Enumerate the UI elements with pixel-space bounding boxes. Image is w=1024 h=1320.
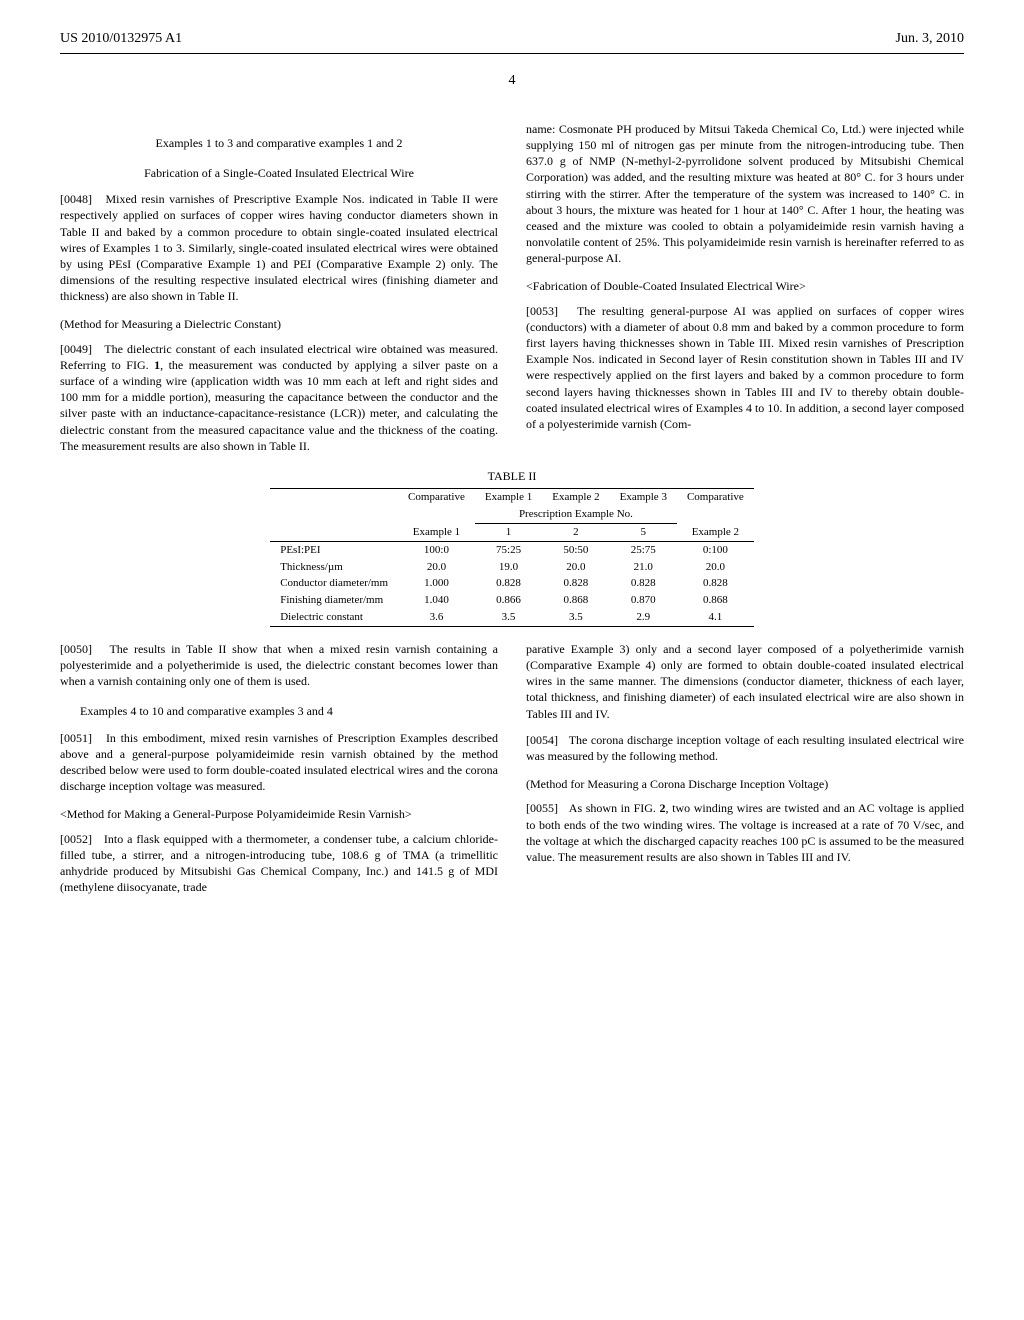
row-label: Conductor diameter/mm xyxy=(270,575,398,592)
para-text: parative Example 3) only and a second la… xyxy=(526,642,964,721)
body-columns: Examples 1 to 3 and comparative examples… xyxy=(60,121,964,896)
para-0051: [0051] In this embodiment, mixed resin v… xyxy=(60,730,498,795)
row-label: Finishing diameter/mm xyxy=(270,592,398,609)
th-ex2: Example 2 xyxy=(542,489,609,506)
cell: 0.870 xyxy=(610,592,677,609)
table-row: Conductor diameter/mm 1.000 0.828 0.828 … xyxy=(270,575,754,592)
example-range-1: Examples 1 to 3 and comparative examples… xyxy=(60,135,498,151)
para-0049: [0049] The dielectric constant of each i… xyxy=(60,341,498,454)
para-text: In this embodiment, mixed resin varnishe… xyxy=(60,731,498,794)
table-ii: TABLE II Comparative Example 1 Example 2… xyxy=(241,468,783,627)
method-ai-heading: <Method for Making a General-Purpose Pol… xyxy=(60,806,498,822)
fab-double-heading: <Fabrication of Double-Coated Insulated … xyxy=(526,278,964,294)
para-num: [0051] xyxy=(60,731,92,745)
cell: 100:0 xyxy=(398,541,475,558)
cell: 3.5 xyxy=(475,609,542,626)
cell: 0.828 xyxy=(610,575,677,592)
cell: 75:25 xyxy=(475,541,542,558)
para-text: The corona discharge inception voltage o… xyxy=(526,733,964,763)
para-0055: [0055] As shown in FIG. 2, two winding w… xyxy=(526,800,964,865)
cell: 0.868 xyxy=(542,592,609,609)
table-header-row1b: Prescription Example No. xyxy=(270,506,754,523)
cell: 20.0 xyxy=(677,559,754,576)
th-ex3: Example 3 xyxy=(610,489,677,506)
page-header: US 2010/0132975 A1 Jun. 3, 2010 xyxy=(60,30,964,49)
th-presc: Prescription Example No. xyxy=(475,506,677,523)
table-row: PEsI:PEI 100:0 75:25 50:50 25:75 0:100 xyxy=(270,541,754,558)
fab-single-heading: Fabrication of a Single-Coated Insulated… xyxy=(60,165,498,181)
para-text: Into a flask equipped with a thermometer… xyxy=(60,832,498,895)
cell: 20.0 xyxy=(542,559,609,576)
pub-number: US 2010/0132975 A1 xyxy=(60,30,182,49)
cell: 1.000 xyxy=(398,575,475,592)
table-row: Dielectric constant 3.6 3.5 3.5 2.9 4.1 xyxy=(270,609,754,626)
para-num: [0054] xyxy=(526,733,558,747)
header-rule xyxy=(60,53,964,54)
table-row: Finishing diameter/mm 1.040 0.866 0.868 … xyxy=(270,592,754,609)
th-n5: 5 xyxy=(610,523,677,541)
para-num: [0053] xyxy=(526,304,558,318)
th-n2: 2 xyxy=(542,523,609,541)
para-0053: [0053] The resulting general-purpose AI … xyxy=(526,303,964,433)
cell: 21.0 xyxy=(610,559,677,576)
th-comp-right: Comparative xyxy=(677,489,754,506)
th-c1: Example 1 xyxy=(398,523,475,541)
table-header-row1: Comparative Example 1 Example 2 Example … xyxy=(270,489,754,506)
cell: 0.866 xyxy=(475,592,542,609)
th-n1: 1 xyxy=(475,523,542,541)
para-text: The results in Table II show that when a… xyxy=(60,642,498,688)
para-0048: [0048] Mixed resin varnishes of Prescrip… xyxy=(60,191,498,304)
para-num: [0052] xyxy=(60,832,92,846)
para-num: [0050] xyxy=(60,642,92,656)
table-header-row2: Example 1 1 2 5 Example 2 xyxy=(270,523,754,541)
table-caption: TABLE II xyxy=(241,468,783,484)
th-c2: Example 2 xyxy=(677,523,754,541)
para-num: [0048] xyxy=(60,192,92,206)
cell: 3.5 xyxy=(542,609,609,626)
row-label: PEsI:PEI xyxy=(270,541,398,558)
cell: 0.868 xyxy=(677,592,754,609)
para-num: [0049] xyxy=(60,342,92,356)
cell: 2.9 xyxy=(610,609,677,626)
para-text-b: , the measurement was conducted by apply… xyxy=(60,358,498,453)
para-0050: [0050] The results in Table II show that… xyxy=(60,641,498,690)
example-range-2: Examples 4 to 10 and comparative example… xyxy=(80,703,498,719)
cell: 0.828 xyxy=(475,575,542,592)
table-row: Thickness/µm 20.0 19.0 20.0 21.0 20.0 xyxy=(270,559,754,576)
page-number: 4 xyxy=(60,72,964,91)
para-text: Mixed resin varnishes of Prescriptive Ex… xyxy=(60,192,498,303)
para-0052-cont: name: Cosmonate PH produced by Mitsui Ta… xyxy=(526,121,964,267)
pub-date: Jun. 3, 2010 xyxy=(896,30,964,49)
para-num: [0055] xyxy=(526,801,558,815)
para-0052: [0052] Into a flask equipped with a ther… xyxy=(60,831,498,896)
cell: 0:100 xyxy=(677,541,754,558)
method-corona-heading: (Method for Measuring a Corona Discharge… xyxy=(526,776,964,792)
cell: 19.0 xyxy=(475,559,542,576)
row-label: Thickness/µm xyxy=(270,559,398,576)
para-text-a: As shown in FIG. xyxy=(569,801,660,815)
row-label: Dielectric constant xyxy=(270,609,398,626)
cell: 25:75 xyxy=(610,541,677,558)
cell: 0.828 xyxy=(542,575,609,592)
cell: 3.6 xyxy=(398,609,475,626)
cell: 4.1 xyxy=(677,609,754,626)
cell: 20.0 xyxy=(398,559,475,576)
para-0053-cont: parative Example 3) only and a second la… xyxy=(526,641,964,722)
th-ex1: Example 1 xyxy=(475,489,542,506)
table-ii-table: Comparative Example 1 Example 2 Example … xyxy=(270,488,754,627)
method-dielectric-heading: (Method for Measuring a Dielectric Const… xyxy=(60,316,498,332)
cell: 50:50 xyxy=(542,541,609,558)
cell: 1.040 xyxy=(398,592,475,609)
para-0054: [0054] The corona discharge inception vo… xyxy=(526,732,964,764)
th-comp-left: Comparative xyxy=(398,489,475,506)
para-text: name: Cosmonate PH produced by Mitsui Ta… xyxy=(526,122,964,266)
cell: 0.828 xyxy=(677,575,754,592)
para-text: The resulting general-purpose AI was app… xyxy=(526,304,964,431)
